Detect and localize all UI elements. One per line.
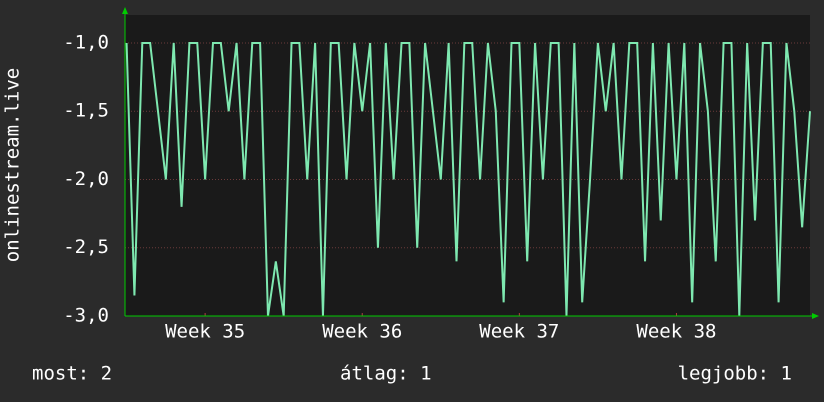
y-tick-label: -2,0	[63, 168, 109, 190]
x-tick-label: Week 36	[322, 321, 402, 343]
x-tick-label: Week 37	[479, 321, 559, 343]
x-tick-label: Week 35	[165, 321, 245, 343]
plot-area	[125, 15, 810, 316]
y-tick-label: -1,5	[63, 100, 109, 122]
data-line	[125, 41, 811, 317]
y-tick-label: -3,0	[63, 305, 109, 327]
y-tick-label: -1,0	[63, 31, 109, 53]
axis-arrow	[122, 7, 128, 14]
stat-average: átlag: 1	[340, 363, 432, 385]
stat-current: most: 2	[32, 363, 112, 385]
y-tick-label: -2,5	[63, 236, 109, 258]
y-axis-label: onlinestream.live	[2, 68, 24, 262]
axis-arrow	[812, 313, 819, 319]
x-tick-label: Week 38	[636, 321, 716, 343]
stat-max: legjobb: 1	[678, 363, 792, 385]
